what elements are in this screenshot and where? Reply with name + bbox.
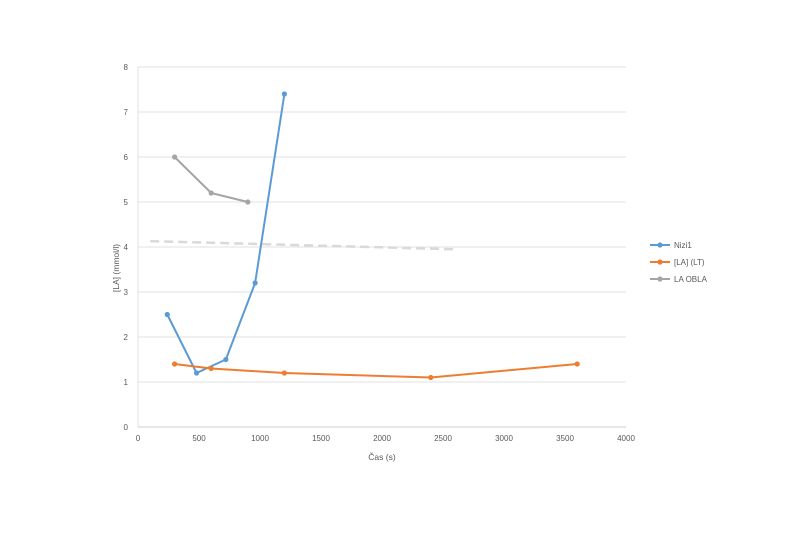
series-1 [172,361,580,381]
series-2 [172,154,251,205]
y-tick-label: 2 [124,333,129,342]
gridlines [138,66,626,383]
x-axis-title: Čas (s) [368,452,396,462]
data-point [574,361,580,367]
x-tick-label: 1000 [251,434,269,443]
y-tick-label: 4 [124,243,129,252]
data-point [245,199,251,205]
x-tick-label: 2500 [434,434,452,443]
axes [137,67,626,428]
data-point [208,365,214,372]
data-point [281,370,287,376]
data-point [172,361,178,367]
x-tick-label: 500 [192,434,206,443]
legend-label: LA OBLA [674,275,708,284]
legend-marker [657,242,663,248]
tick-labels: 0 1 2 3 4 5 6 7 8 0 500 1000 1500 2000 2500 3000 3500 400… [124,63,636,443]
x-tick-label: 3500 [556,434,574,443]
y-axis-title: [LA] (mmol/l) [111,244,121,292]
data-point [164,311,170,318]
legend-entry: LA OBLA [650,275,708,284]
y-tick-label: 5 [124,198,129,207]
data-point [281,91,287,97]
data-point [428,374,434,381]
data-point [252,280,258,286]
x-tick-label: 1500 [312,434,330,443]
y-tick-label: 8 [124,63,129,72]
data-point [208,190,214,196]
trendline [150,239,456,251]
legend: Nizi1 [LA] (LT) LA OBLA [650,241,708,284]
data-point [223,356,229,363]
y-tick-label: 1 [124,378,129,387]
series-0 [164,91,287,376]
data-point [193,370,200,376]
data-point [172,154,178,160]
legend-entry: [LA] (LT) [650,258,705,267]
x-tick-label: 3000 [495,434,513,443]
legend-marker [657,259,663,265]
legend-marker [657,276,663,282]
legend-label: [LA] (LT) [674,258,705,267]
y-tick-label: 0 [124,423,129,432]
x-tick-label: 4000 [617,434,635,443]
y-tick-label: 6 [124,153,129,162]
series-line [166,93,286,374]
series-line [174,363,578,379]
legend-entry: Nizi1 [650,241,692,250]
series-group [164,91,580,381]
x-tick-label: 2000 [373,434,391,443]
trendline-line [150,239,456,251]
y-tick-label: 3 [124,288,129,297]
x-tick-label: 0 [136,434,141,443]
legend-label: Nizi1 [674,241,692,250]
y-tick-label: 7 [124,108,129,117]
